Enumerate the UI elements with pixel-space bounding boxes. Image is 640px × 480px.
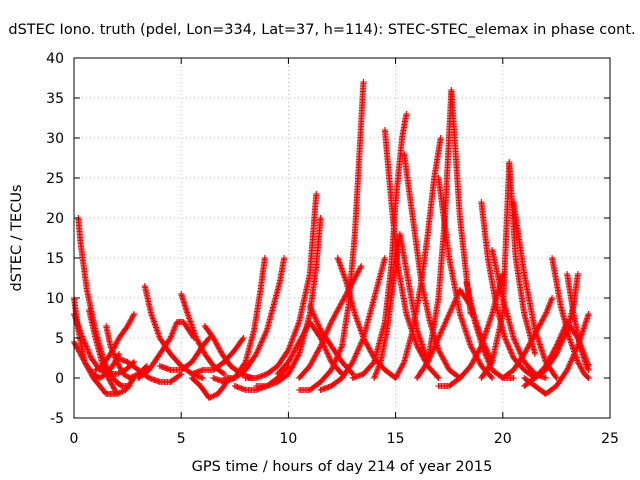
arc-series: [499, 295, 556, 381]
y-tick-label: 5: [55, 331, 64, 347]
y-tick-label: 10: [46, 291, 64, 307]
x-tick-label: 20: [494, 431, 512, 447]
y-tick-label: 15: [46, 251, 64, 267]
arc-series: [221, 255, 288, 381]
arc-fill-marks: [489, 248, 548, 381]
arc-series: [489, 247, 549, 381]
arc-fill-marks: [254, 216, 324, 389]
arc-fill-marks: [190, 336, 246, 377]
data-point: [77, 351, 84, 357]
data-point: [131, 311, 138, 317]
x-tick-label: 15: [387, 431, 405, 447]
data-point: [358, 263, 365, 269]
arc-series: [242, 191, 320, 381]
x-tick-label: 25: [601, 431, 619, 447]
arc-series: [188, 335, 247, 377]
data-point: [296, 339, 303, 345]
arc-fill-marks: [463, 280, 515, 381]
arc-fill-marks: [500, 296, 555, 381]
data-point: [113, 391, 120, 397]
data-point: [317, 343, 324, 349]
y-tick-label: 40: [46, 51, 64, 67]
arc-series: [564, 271, 592, 373]
y-tick-label: 20: [46, 211, 64, 227]
arc-series: [113, 355, 185, 385]
data-point: [306, 303, 313, 309]
x-tick-label: 0: [70, 431, 79, 447]
data-point: [435, 335, 442, 341]
x-tick-label: 5: [177, 431, 186, 447]
arc-fill-marks: [136, 319, 197, 381]
arc-fill-marks: [564, 272, 591, 372]
axis-ticks: 0 5 10 15 20 25 -5 0 5 10 15 20 25 30 35 40: [46, 51, 619, 447]
arc-fill-marks: [244, 192, 320, 381]
data-point: [531, 331, 538, 337]
arc-fill-marks: [351, 112, 410, 381]
data-point: [339, 299, 345, 305]
data-point: [553, 343, 560, 349]
y-tick-label: -5: [50, 411, 64, 427]
arc-fill-marks: [211, 256, 268, 385]
arc-fill-marks: [222, 256, 287, 381]
arc-fill-marks: [158, 336, 212, 373]
x-axis-label: GPS time / hours of day 214 of year 2015: [192, 459, 493, 475]
arc-series: [253, 215, 324, 389]
data-point: [585, 367, 592, 373]
data-point: [328, 319, 335, 325]
arc-series: [156, 335, 213, 373]
y-tick-label: 0: [55, 371, 64, 387]
y-tick-label: 25: [46, 171, 64, 187]
arc-fill-marks: [115, 355, 184, 385]
arc-fill-marks: [93, 312, 137, 373]
data-point: [424, 359, 431, 365]
chart-title: dSTEC Iono. truth (pdel, Lon=334, Lat=37…: [8, 22, 635, 38]
y-axis-label: dSTEC / TECUs: [9, 185, 25, 292]
arc-series: [135, 319, 198, 381]
arc-series: [210, 255, 268, 385]
y-tick-label: 30: [46, 131, 64, 147]
data-point: [392, 375, 399, 381]
plot-frame: [73, 57, 611, 419]
x-tick-label: 10: [279, 431, 297, 447]
y-tick-label: 35: [46, 91, 64, 107]
data-points: [71, 79, 592, 401]
data-point: [446, 311, 453, 317]
arc-series: [349, 111, 410, 381]
arc-series: [92, 311, 138, 373]
